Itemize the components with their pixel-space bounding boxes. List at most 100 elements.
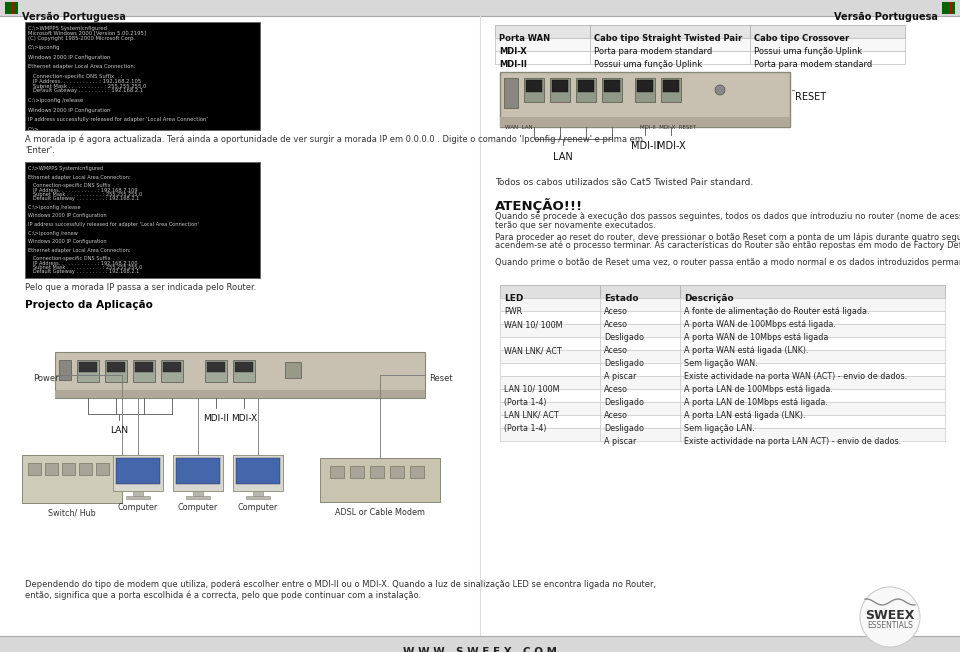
Text: Subnet Mask . . . . . . . . . . . : 255.255.255.0: Subnet Mask . . . . . . . . . . . : 255.…: [28, 192, 142, 197]
Text: Ethernet adapter Local Area Connection:: Ethernet adapter Local Area Connection:: [28, 65, 135, 69]
Bar: [500, 376, 600, 389]
Bar: [600, 298, 680, 311]
Bar: [28, 463, 41, 475]
Bar: [500, 363, 600, 376]
Text: Connection-specific DNS Suffix  . :: Connection-specific DNS Suffix . :: [28, 256, 119, 261]
Text: Desligado: Desligado: [604, 359, 644, 368]
Text: Connection-specific DNS Suffix  . :: Connection-specific DNS Suffix . :: [28, 74, 122, 79]
Bar: [680, 402, 945, 415]
Text: MDI-X: MDI-X: [499, 47, 527, 56]
Bar: [500, 350, 600, 363]
Text: MDI-II: MDI-II: [631, 141, 660, 151]
Text: PWR: PWR: [504, 307, 522, 316]
Bar: [600, 363, 680, 376]
Text: (Porta 1-4): (Porta 1-4): [504, 424, 546, 433]
Text: Quando se procede à execução dos passos seguintes, todos os dados que introduziu: Quando se procede à execução dos passos …: [495, 212, 960, 221]
Text: A porta LAN de 100Mbps está ligada.: A porta LAN de 100Mbps está ligada.: [684, 385, 833, 394]
Text: Existe actividade na porta WAN (ACT) - envio de dados.: Existe actividade na porta WAN (ACT) - e…: [684, 372, 907, 381]
Text: MDI-X: MDI-X: [231, 414, 257, 423]
Bar: [602, 78, 622, 102]
Bar: [500, 402, 600, 415]
Bar: [55, 352, 425, 398]
Text: Existe actividade na porta LAN ACT) - envio de dados.: Existe actividade na porta LAN ACT) - en…: [684, 437, 901, 446]
Text: A piscar: A piscar: [604, 437, 636, 446]
Bar: [750, 25, 905, 38]
Bar: [500, 415, 600, 428]
Text: Subnet Mask . . . . . . . . . . . : 255.255.255.0: Subnet Mask . . . . . . . . . . . : 255.…: [28, 265, 142, 270]
Bar: [133, 491, 143, 496]
Text: C:\>WMPPS SystemIcnfigured: C:\>WMPPS SystemIcnfigured: [28, 166, 103, 171]
Text: ATENÇÃO!!!: ATENÇÃO!!!: [495, 198, 583, 213]
Text: Versão Portuguesa: Versão Portuguesa: [834, 12, 938, 22]
Bar: [680, 337, 945, 350]
Bar: [500, 117, 790, 127]
Bar: [193, 491, 203, 496]
Text: Sem ligação LAN.: Sem ligação LAN.: [684, 424, 755, 433]
Text: C:\>ipconfig /release: C:\>ipconfig /release: [28, 205, 81, 210]
Bar: [207, 362, 225, 372]
Bar: [116, 458, 160, 484]
Bar: [576, 78, 596, 102]
Bar: [949, 2, 951, 14]
Text: Estado: Estado: [604, 294, 638, 303]
Text: A porta LAN de 10Mbps está ligada.: A porta LAN de 10Mbps está ligada.: [684, 398, 828, 407]
Bar: [680, 324, 945, 337]
Text: IP address successfully released for adapter 'Local Area Connection': IP address successfully released for ada…: [28, 117, 208, 122]
Bar: [680, 376, 945, 389]
Bar: [524, 78, 544, 102]
Bar: [500, 337, 600, 350]
Bar: [680, 298, 945, 311]
Bar: [600, 428, 680, 441]
Bar: [12, 2, 14, 14]
Text: WAN LNK/ ACT: WAN LNK/ ACT: [504, 346, 562, 355]
Bar: [600, 311, 680, 324]
Bar: [22, 455, 122, 503]
Bar: [946, 2, 951, 14]
Bar: [55, 390, 425, 398]
Bar: [79, 362, 97, 372]
Bar: [390, 466, 404, 478]
Bar: [105, 360, 127, 382]
Bar: [107, 362, 125, 372]
Text: C:\>: C:\>: [28, 126, 39, 132]
Text: Para proceder ao reset do router, deve pressionar o botão Reset com a ponta de u: Para proceder ao reset do router, deve p…: [495, 232, 960, 241]
Bar: [233, 360, 255, 382]
Text: Ethernet adapter Local Area Connection:: Ethernet adapter Local Area Connection:: [28, 248, 131, 253]
Text: A piscar: A piscar: [604, 372, 636, 381]
Text: Default Gateway . . . . . . . . . : 192.168.2.1: Default Gateway . . . . . . . . . : 192.…: [28, 89, 143, 93]
Bar: [680, 415, 945, 428]
Bar: [176, 458, 220, 484]
Bar: [600, 376, 680, 389]
Text: A porta WAN de 100Mbps está ligada.: A porta WAN de 100Mbps está ligada.: [684, 320, 836, 329]
Text: Todos os cabos utilizados são Cat5 Twisted Pair standard.: Todos os cabos utilizados são Cat5 Twist…: [495, 178, 754, 187]
Text: Dependendo do tipo de modem que utiliza, poderá escolher entre o MDI-II ou o MDI: Dependendo do tipo de modem que utiliza,…: [25, 580, 656, 600]
Bar: [680, 363, 945, 376]
Bar: [25, 22, 260, 130]
Text: C:\>ipconfig /release: C:\>ipconfig /release: [28, 98, 84, 103]
Text: (C) Copyright 1985-2000 Microsoft Corp.: (C) Copyright 1985-2000 Microsoft Corp.: [28, 36, 135, 40]
Bar: [113, 455, 163, 491]
Text: Windows 2000 IP Configuration: Windows 2000 IP Configuration: [28, 213, 107, 218]
Bar: [79, 463, 92, 475]
Bar: [236, 458, 280, 484]
Text: Default Gateway . . . . . . . . . : 192.168.2.1: Default Gateway . . . . . . . . . : 192.…: [28, 196, 139, 201]
Bar: [135, 362, 153, 372]
Text: Porta para modem standard: Porta para modem standard: [594, 47, 712, 56]
Bar: [495, 25, 590, 38]
Text: C:\>WMPPS SystemIcnfigured: C:\>WMPPS SystemIcnfigured: [28, 26, 107, 31]
Text: ESSENTIALS: ESSENTIALS: [867, 621, 913, 630]
Bar: [253, 491, 263, 496]
Text: Connection-specific DNS Suffix  . :: Connection-specific DNS Suffix . :: [28, 183, 119, 188]
Bar: [133, 360, 155, 382]
Bar: [504, 78, 518, 108]
Text: C:\>ipconfig /renew: C:\>ipconfig /renew: [28, 231, 78, 235]
Bar: [590, 38, 750, 51]
Text: Computer: Computer: [118, 503, 158, 512]
Bar: [500, 311, 600, 324]
Bar: [680, 428, 945, 441]
Text: acendem-se até o processo terminar. As características do Router são então repos: acendem-se até o processo terminar. As c…: [495, 241, 960, 250]
Text: MDI-II  MDI-X  RESET: MDI-II MDI-X RESET: [640, 125, 696, 130]
Text: Cabo tipo Crossover: Cabo tipo Crossover: [754, 34, 850, 43]
Bar: [750, 51, 905, 64]
Bar: [680, 350, 945, 363]
